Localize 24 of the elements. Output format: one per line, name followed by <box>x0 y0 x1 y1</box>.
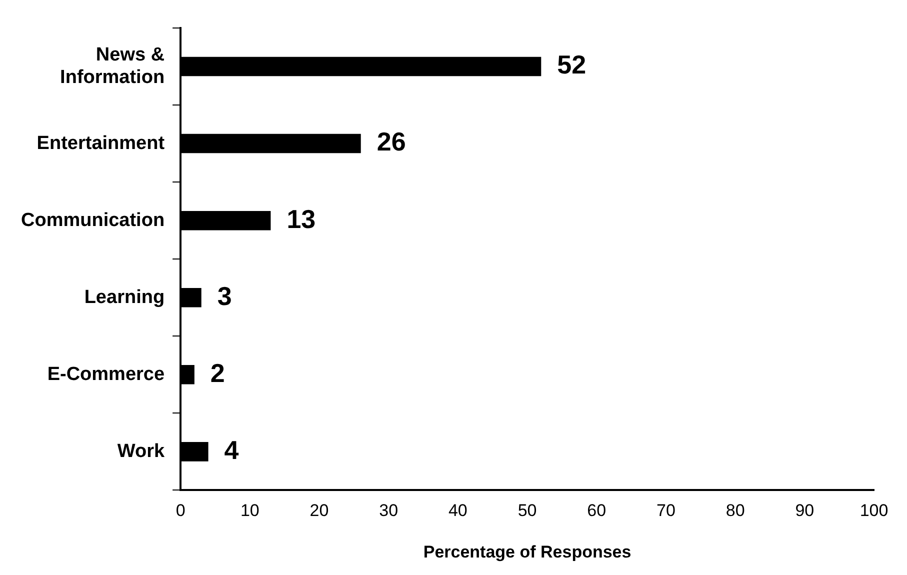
data-label: 26 <box>376 126 406 157</box>
data-label: 52 <box>557 50 586 80</box>
y-tick-label: Work <box>117 440 165 462</box>
x-tick-label: 100 <box>860 501 888 520</box>
x-tick-label: 20 <box>310 501 329 520</box>
x-tick-label: 30 <box>379 501 398 520</box>
data-label: 4 <box>224 434 240 465</box>
x-tick-label: 0 <box>176 501 186 520</box>
y-tick-label: E-Commerce <box>47 364 165 385</box>
y-tick-label: Learning <box>84 286 165 308</box>
data-label: 2 <box>210 358 225 388</box>
x-tick-label: 80 <box>726 501 745 520</box>
y-tick-label: News & Information <box>60 44 165 88</box>
x-tick-label: 40 <box>448 501 468 520</box>
x-tick-label: 60 <box>587 501 606 520</box>
data-label: 3 <box>217 280 232 311</box>
x-tick-label: 70 <box>656 501 676 520</box>
x-tick-label: 50 <box>518 501 537 520</box>
y-tick-label: Communication <box>20 210 165 231</box>
y-tick-label: Entertainment <box>36 132 166 154</box>
x-tick-label: 10 <box>240 501 260 520</box>
x-tick-label: 90 <box>795 501 814 520</box>
data-label: 13 <box>286 204 316 234</box>
x-axis-title: Percentage of Responses <box>423 542 632 562</box>
